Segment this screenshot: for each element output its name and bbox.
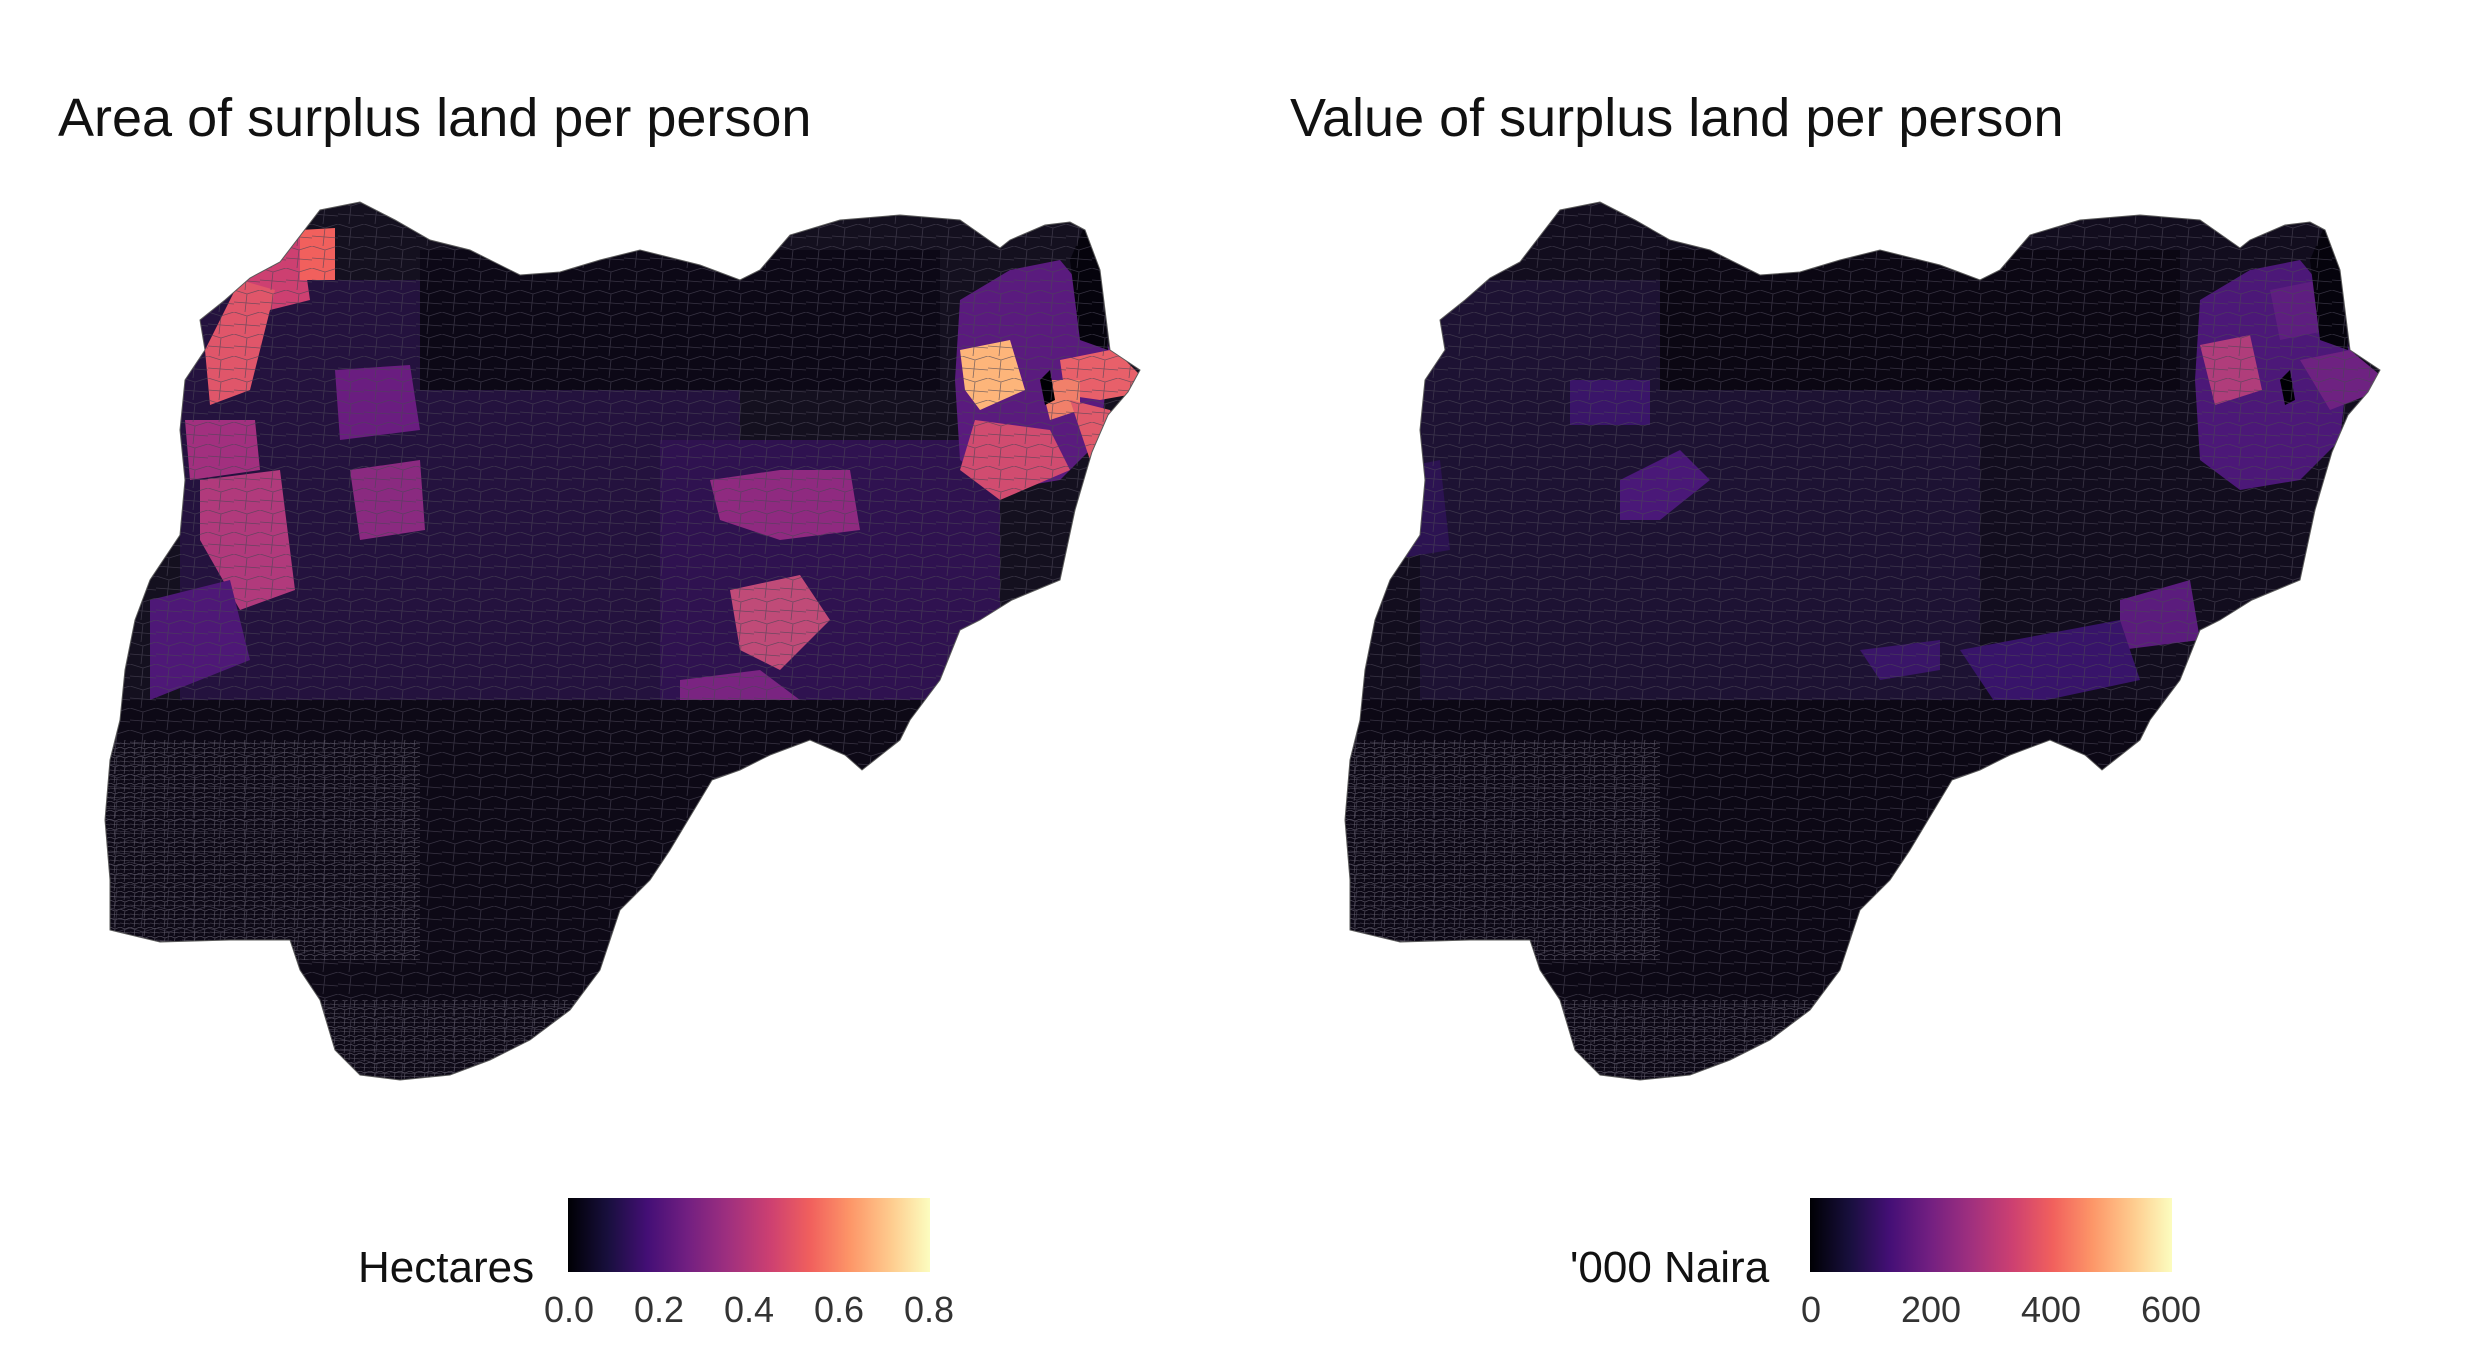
right-tick-3: 600 (2140, 1289, 2202, 1330)
left-tick-0: 0.0 (543, 1289, 595, 1330)
left-tick-1: 0.2 (633, 1289, 685, 1330)
right-tick-0: 0 (1800, 1289, 1822, 1330)
left-tick-2: 0.4 (723, 1289, 775, 1330)
left-map-panel: Area of surplus land per person (58, 88, 1141, 1330)
right-tick-1: 200 (1900, 1289, 1962, 1330)
right-map-title: Value of surplus land per person (1290, 88, 2064, 148)
right-legend-title: '000 Naira (1570, 1243, 1770, 1292)
left-choropleth-map (104, 201, 1141, 1081)
left-colorbar (568, 1198, 930, 1272)
left-map-title: Area of surplus land per person (58, 88, 812, 148)
right-colorbar (1810, 1198, 2172, 1272)
right-tick-2: 400 (2020, 1289, 2082, 1330)
left-tick-3: 0.6 (813, 1289, 865, 1330)
left-tick-4: 0.8 (903, 1289, 955, 1330)
right-map-panel: Value of surplus land per person (1240, 0, 2480, 1367)
left-legend-title: Hectares (358, 1243, 535, 1292)
right-choropleth-map (1344, 201, 2381, 1081)
region-se-peak (2100, 800, 2165, 870)
